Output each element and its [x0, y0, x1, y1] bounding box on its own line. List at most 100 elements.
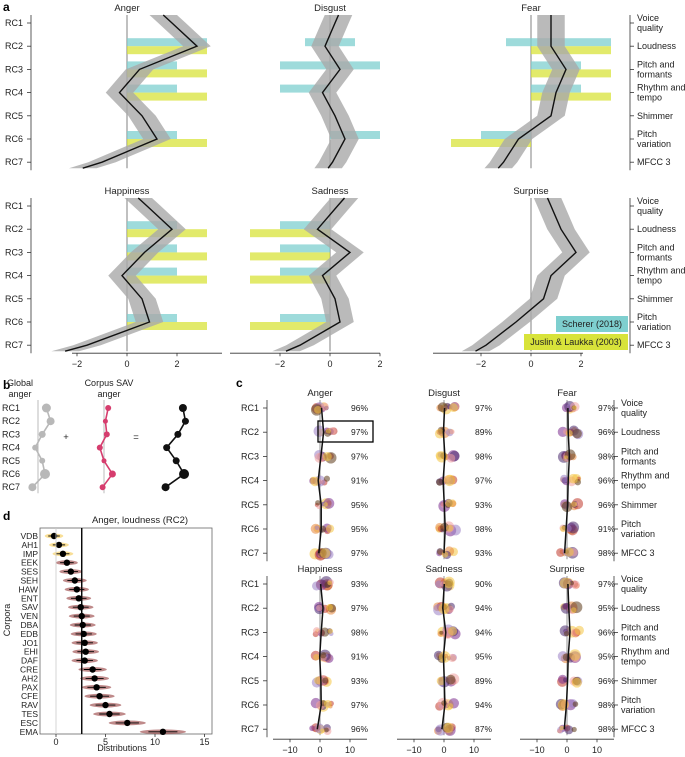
combined-anger-point: [178, 404, 187, 412]
c-row-label-rc1: RC1: [241, 579, 259, 589]
c-row-label-rc4: RC4: [241, 476, 259, 486]
d-x-tick-label: 10: [150, 737, 160, 747]
percent-label: 95%: [351, 524, 368, 534]
c-feature-label: Shimmer: [621, 676, 657, 686]
corpus-bubble: [323, 699, 332, 708]
global-anger-point: [41, 403, 51, 413]
corpus-label-ah1: AH1: [21, 540, 38, 550]
global-anger-point: [32, 444, 39, 451]
sav-anger-point: [102, 418, 108, 424]
corpus-mean-point: [106, 710, 113, 718]
c-feature-label: MFCC 3: [621, 548, 655, 558]
panel-d-letter: d: [3, 509, 10, 523]
b-row-label: RC2: [2, 416, 20, 426]
c-feature-label: Pitch and formants: [621, 622, 659, 642]
percent-label: 97%: [598, 579, 615, 589]
mean-line: [497, 15, 567, 169]
feature-label: Pitch and formants: [637, 59, 675, 79]
corpus-bubble: [443, 474, 456, 487]
corpus-label-cre: CRE: [20, 665, 38, 675]
c-feature-label: Pitch variation: [621, 695, 655, 715]
scherer-bar: [280, 221, 330, 230]
d-x-tick-label: 15: [199, 737, 209, 747]
b-row-label: RC1: [2, 403, 20, 413]
c-mean-line: [441, 583, 447, 730]
corpus-bubble: [574, 625, 584, 636]
percent-label: 91%: [351, 476, 368, 486]
scherer-bar: [127, 84, 177, 93]
corpus-label-daf: DAF: [21, 656, 38, 666]
juslin-bar: [250, 229, 330, 238]
row-label-rc7: RC7: [5, 340, 23, 350]
panel-d-xlabel: Distributions: [97, 743, 147, 753]
corpus-bubble: [320, 548, 331, 559]
row-label-rc1: RC1: [5, 18, 23, 28]
corpus-bubble: [445, 674, 456, 685]
juslin-bar: [451, 139, 531, 147]
corpus-bubble: [327, 628, 334, 634]
legend-scherer-label: Scherer (2018): [562, 319, 622, 329]
confidence-band: [272, 198, 364, 352]
scherer-bar: [481, 131, 531, 139]
global-anger-point: [40, 469, 50, 479]
panel-b-letter: b: [3, 378, 10, 392]
percent-label: 91%: [598, 524, 615, 534]
corpus-bubble: [313, 653, 320, 661]
percent-label: 98%: [598, 451, 615, 461]
c-feature-label: Voice quality: [621, 398, 648, 418]
global-anger-point: [46, 417, 55, 426]
juslin-bar: [127, 46, 207, 55]
juslin-bar: [250, 252, 330, 261]
percent-label: 96%: [351, 403, 368, 413]
corpus-bubble: [437, 402, 448, 413]
corpus-label-seh: SEH: [21, 576, 38, 586]
corpus-bubble: [436, 451, 448, 463]
corpus-bubble: [436, 676, 446, 686]
corpus-bubble: [322, 452, 332, 462]
x-tick-label: −2: [476, 359, 486, 369]
feature-label: Shimmer: [637, 294, 673, 304]
c-x-tick-label: 10: [469, 745, 479, 755]
corpus-bubble: [323, 502, 328, 507]
combined-anger-point: [174, 430, 182, 438]
corpus-bubble: [559, 577, 571, 589]
corpus-bubble: [441, 700, 447, 706]
b-row-label: RC3: [2, 429, 20, 439]
c-x-tick-label: −10: [406, 745, 421, 755]
corpus-mean-point: [91, 675, 98, 682]
chart-title-sadness: Sadness: [312, 186, 349, 197]
corpus-bubble: [320, 627, 330, 637]
percent-label: 97%: [351, 700, 368, 710]
corpus-label-sav: SAV: [22, 602, 39, 612]
c-row-label-rc3: RC3: [241, 627, 259, 637]
c-feature-label: MFCC 3: [621, 724, 655, 734]
percent-label: 97%: [351, 427, 368, 437]
percent-label: 97%: [475, 403, 492, 413]
corpus-label-vdb: VDB: [21, 531, 39, 541]
chart-title-anger: Anger: [114, 3, 139, 14]
juslin-bar: [531, 92, 611, 101]
feature-label: Pitch and formants: [637, 242, 675, 262]
x-tick-label: −2: [72, 359, 82, 369]
corpus-bubble: [564, 547, 574, 557]
corpus-mean-point: [81, 657, 88, 664]
c-x-tick-label: 10: [592, 745, 602, 755]
percent-label: 97%: [351, 548, 368, 558]
percent-label: 95%: [351, 500, 368, 510]
corpus-bubble: [320, 652, 327, 659]
b-row-label: RC7: [2, 482, 20, 492]
combined-anger-point: [179, 469, 190, 479]
juslin-bar: [127, 275, 207, 284]
corpus-bubble: [438, 651, 451, 663]
percent-label: 98%: [598, 548, 615, 558]
corpus-bubble: [322, 677, 329, 684]
corpus-label-esc: ESC: [21, 718, 38, 728]
global-anger-point: [28, 483, 37, 492]
corpus-bubble: [313, 627, 321, 635]
c-row-label-rc4: RC4: [241, 652, 259, 662]
c-feature-label: Shimmer: [621, 500, 657, 510]
corpus-bubble: [563, 455, 568, 460]
x-tick-label: 2: [377, 359, 382, 369]
highlight-box: [317, 420, 374, 443]
corpus-label-dba: DBA: [21, 620, 39, 630]
